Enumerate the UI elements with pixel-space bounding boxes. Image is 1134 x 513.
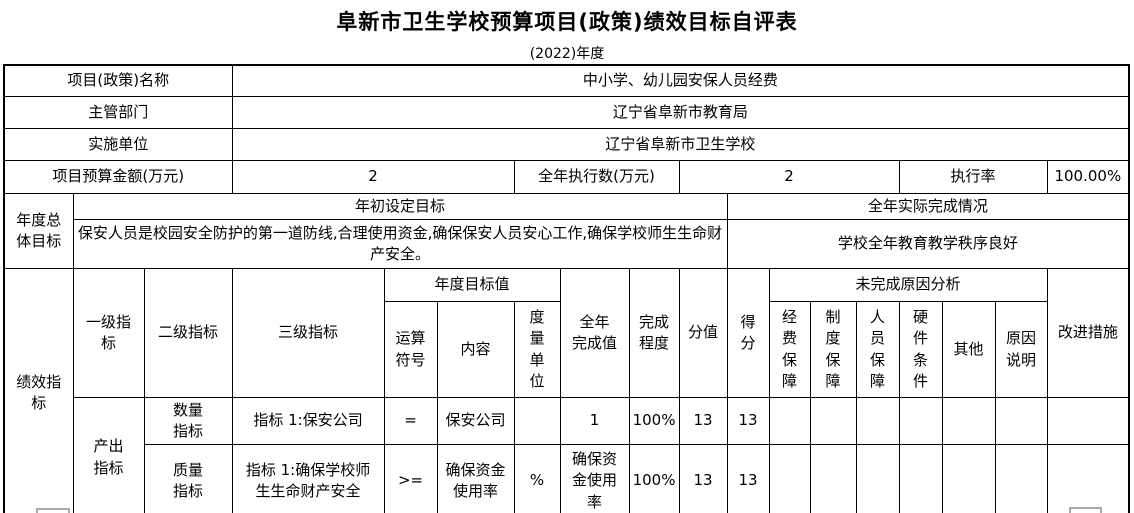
cell-completion-degree: 100% xyxy=(628,397,680,445)
cell-operator: >= xyxy=(383,444,438,513)
cell-personnel xyxy=(855,397,900,445)
header-level3: 三级指标 xyxy=(231,268,385,398)
cell-level3: 指标 1:保安公司 xyxy=(231,397,385,445)
project-name-label: 项目(政策)名称 xyxy=(3,64,233,97)
header-completion-degree: 完成 程度 xyxy=(628,268,680,398)
header-personnel-guarantee: 人 员 保 障 xyxy=(855,301,900,398)
set-goal-text: 保安人员是校园安全防护的第一道防线,合理使用资金,确保保安人员安心工作,确保学校… xyxy=(72,219,728,269)
cell-system xyxy=(809,444,857,513)
header-unfinished-group: 未完成原因分析 xyxy=(768,268,1048,302)
cell-unit: % xyxy=(513,444,561,513)
budget-amount-value: 2 xyxy=(231,160,515,194)
department-label: 主管部门 xyxy=(3,96,233,129)
cell-improvement xyxy=(1046,397,1130,445)
header-gained-score: 得 分 xyxy=(726,268,770,398)
table-row: 主管部门 辽宁省阜新市教育局 xyxy=(3,96,1130,129)
table-row: 保安人员是校园安全防护的第一道防线,合理使用资金,确保保安人员安心工作,确保学校… xyxy=(4,219,1130,269)
project-name-value: 中小学、幼儿园安保人员经费 xyxy=(231,64,1130,97)
cell-hardware xyxy=(898,397,943,445)
cell-personnel xyxy=(855,444,900,513)
header-annual-target-group: 年度目标值 xyxy=(383,268,561,302)
cell-level1: 产出 指标 xyxy=(72,397,145,513)
budget-amount-label: 项目预算金额(万元) xyxy=(3,160,233,194)
table-header-row: 运算 符号 内容 度 量 单 位 经 费 保 障 制 度 保 障 人 员 保 障… xyxy=(4,301,1129,398)
cell-completion-value: 确保资 金使用 率 xyxy=(559,444,630,513)
cell-reason xyxy=(994,444,1048,513)
cell-fund xyxy=(768,444,811,513)
perf-indicator-row-label: 绩效指 标 xyxy=(3,268,74,513)
evaluation-table: 项目(政策)名称 中小学、幼儿园安保人员经费 主管部门 辽宁省阜新市教育局 实施… xyxy=(3,64,1131,513)
header-unit: 度 量 单 位 xyxy=(513,301,561,398)
page-subtitle: (2022)年度 xyxy=(529,46,605,62)
actual-completion-header: 全年实际完成情况 xyxy=(726,193,1130,220)
exec-rate-label: 执行率 xyxy=(898,160,1048,194)
cell-completion-degree: 100% xyxy=(628,444,680,513)
annual-goal-row-label: 年度总 体目标 xyxy=(3,193,74,269)
cell-operator: = xyxy=(383,397,438,445)
page-title: 阜新市卫生学校预算项目(政策)绩效目标自评表 xyxy=(336,10,798,34)
table-header-row: 绩效指 标 一级指 标 二级指标 三级指标 年度目标值 全年 完成值 完成 程度… xyxy=(3,268,1130,513)
cell-content: 确保资金 使用率 xyxy=(436,444,515,513)
cell-other xyxy=(941,397,996,445)
cell-level2: 质量 指标 xyxy=(143,444,233,513)
header-completion-value: 全年 完成值 xyxy=(559,268,630,398)
header-reason: 原因 说明 xyxy=(994,301,1048,398)
cutoff-element-bottom-right xyxy=(1069,507,1102,513)
header-system-guarantee: 制 度 保 障 xyxy=(809,301,857,398)
cutoff-element-bottom-left xyxy=(36,508,70,513)
indicator-row: 产出 指标 数量 指标 指标 1:保安公司 = 保安公司 1 100% 13 1… xyxy=(4,397,1130,513)
table-row: 项目(政策)名称 中小学、幼儿园安保人员经费 xyxy=(3,64,1130,97)
department-value: 辽宁省阜新市教育局 xyxy=(231,96,1130,129)
cell-other xyxy=(941,444,996,513)
cell-level3: 指标 1:确保学校师 生生命财产安全 xyxy=(231,444,385,513)
cell-completion-value: 1 xyxy=(559,397,630,445)
table-row: 年度总 体目标 年初设定目标 全年实际完成情况 xyxy=(3,193,1130,269)
exec-rate-value: 100.00% xyxy=(1046,160,1130,194)
cell-hardware xyxy=(898,444,943,513)
indicator-row: 质量 指标 指标 1:确保学校师 生生命财产安全 >= 确保资金 使用率 % 确… xyxy=(4,444,1130,513)
cell-level2: 数量 指标 xyxy=(143,397,233,445)
header-other: 其他 xyxy=(941,301,996,398)
exec-amount-value: 2 xyxy=(678,160,900,194)
header-content: 内容 xyxy=(436,301,515,398)
cell-system xyxy=(809,397,857,445)
table-row: 实施单位 辽宁省阜新市卫生学校 xyxy=(3,128,1130,161)
unit-value: 辽宁省阜新市卫生学校 xyxy=(231,128,1130,161)
cell-reason xyxy=(994,397,1048,445)
table-row: 项目预算金额(万元) 2 全年执行数(万元) 2 执行率 100.00% xyxy=(3,160,1130,194)
header-operator: 运算 符号 xyxy=(383,301,438,398)
set-goal-header: 年初设定目标 xyxy=(72,193,728,220)
cell-score: 13 xyxy=(678,444,728,513)
cell-content: 保安公司 xyxy=(436,397,515,445)
header-hardware-condition: 硬 件 条 件 xyxy=(898,301,943,398)
cell-unit xyxy=(513,397,561,445)
header-improvement: 改进措施 xyxy=(1046,268,1130,398)
cell-improvement xyxy=(1046,444,1130,513)
exec-amount-label: 全年执行数(万元) xyxy=(513,160,680,194)
header-fund-guarantee: 经 费 保 障 xyxy=(768,301,811,398)
unit-label: 实施单位 xyxy=(3,128,233,161)
actual-completion-text: 学校全年教育教学秩序良好 xyxy=(726,219,1130,269)
header-level1: 一级指 标 xyxy=(72,268,145,398)
header-level2: 二级指标 xyxy=(143,268,233,398)
cell-gained-score: 13 xyxy=(726,397,770,445)
cell-gained-score: 13 xyxy=(726,444,770,513)
header-score: 分值 xyxy=(678,268,728,398)
cell-score: 13 xyxy=(678,397,728,445)
cell-fund xyxy=(768,397,811,445)
